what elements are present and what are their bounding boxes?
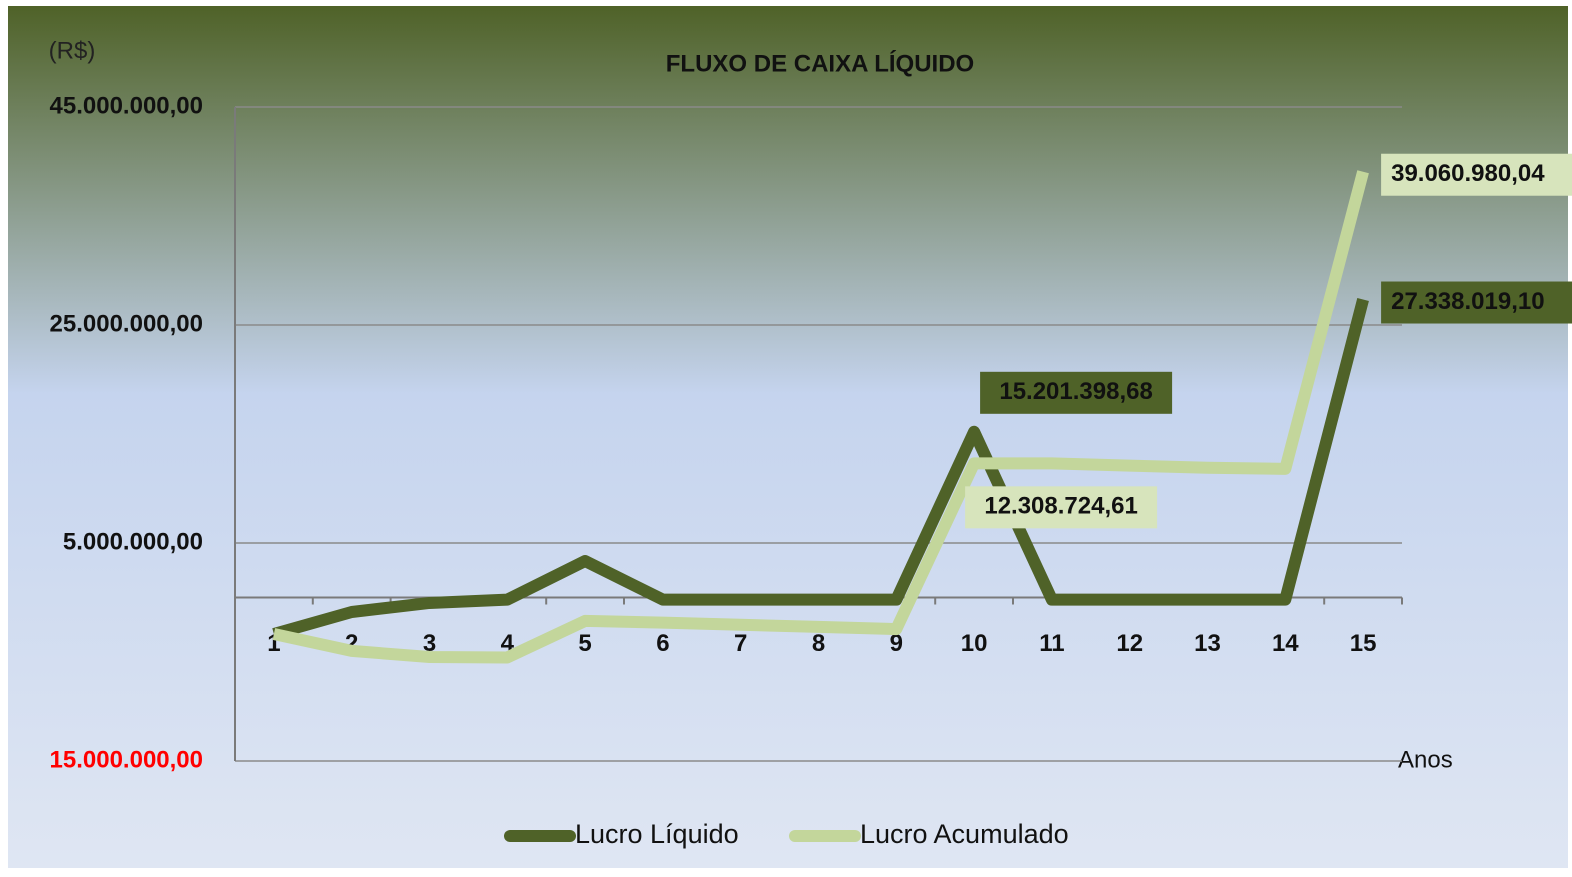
x-tick-label: 3 (423, 630, 436, 657)
x-tick-label: 15 (1350, 630, 1377, 657)
y-tick-label: 25.000.000,00 (50, 310, 203, 337)
x-tick-label: 9 (890, 630, 903, 657)
data-label: 12.308.724,61 (984, 493, 1137, 520)
data-label-box (980, 371, 1173, 414)
x-tick-label: 11 (1039, 630, 1064, 657)
x-tick-label: 6 (656, 630, 669, 657)
x-tick-label: 5 (578, 630, 591, 657)
y-tick-label: 45.000.000,00 (50, 92, 203, 119)
data-label-box (965, 486, 1158, 529)
x-tick-label: 14 (1272, 630, 1299, 657)
legend-label: Lucro Acumulado (860, 819, 1069, 849)
x-tick-label: 13 (1194, 630, 1221, 657)
x-tick-label: 8 (812, 630, 825, 657)
chart-title: FLUXO DE CAIXA LÍQUIDO (666, 49, 974, 77)
series-line (272, 170, 1369, 664)
unit-label: (R$) (49, 37, 96, 64)
x-tick-label: 12 (1116, 630, 1143, 657)
x-axis-label: Anos (1398, 746, 1453, 773)
x-tick-label: 7 (734, 630, 747, 657)
legend-label: Lucro Líquido (575, 819, 739, 849)
data-label: 39.060.980,04 (1391, 160, 1545, 187)
background (8, 6, 1568, 868)
data-label-box (1381, 153, 1572, 196)
series-line (272, 298, 1369, 640)
data-label: 15.201.398,68 (999, 378, 1152, 405)
data-label-box (1381, 281, 1572, 324)
data-label: 27.338.019,10 (1391, 288, 1544, 315)
x-tick-label: 10 (961, 630, 988, 657)
y-tick-label: 5.000.000,00 (63, 528, 203, 555)
y-tick-label: 15.000.000,00 (50, 746, 203, 773)
